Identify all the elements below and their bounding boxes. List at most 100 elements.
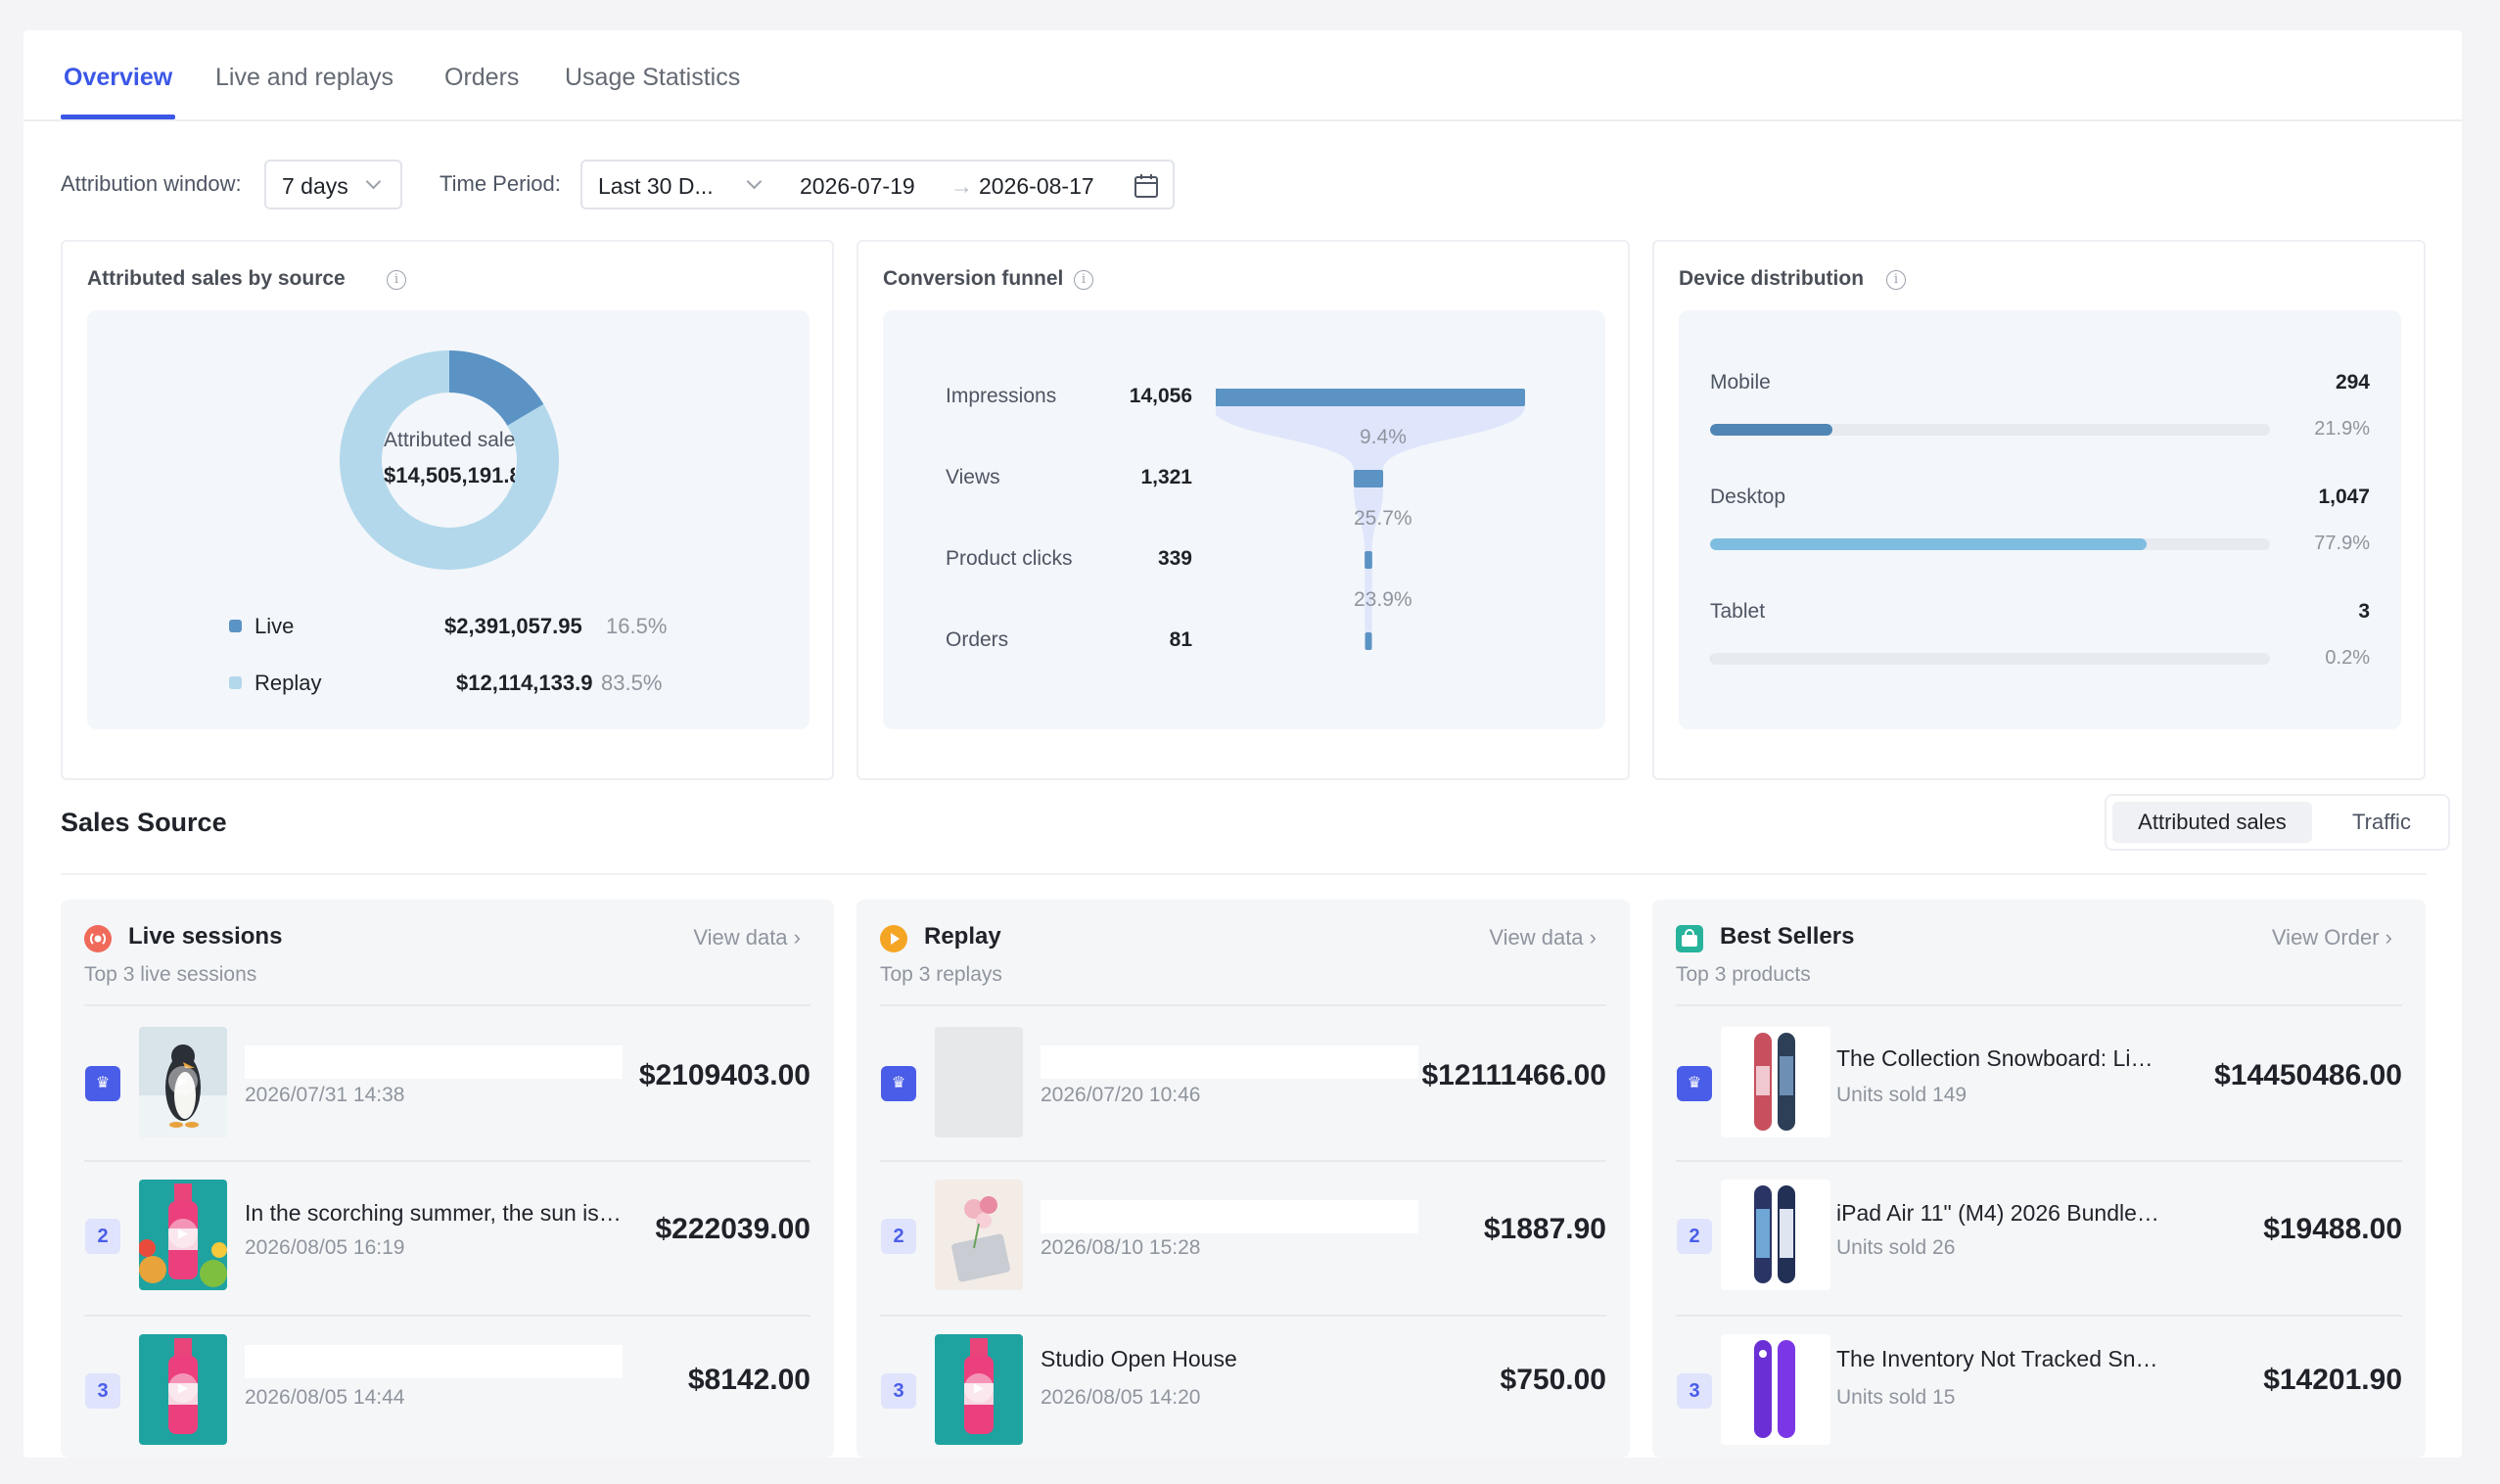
best-sellers-subtitle: Top 3 products bbox=[1676, 963, 1811, 986]
session-title: In the scorching summer, the sun is blaz… bbox=[245, 1200, 626, 1226]
list-item[interactable]: ♛ 2026/07/20 10:46 $12111466.00 bbox=[856, 1005, 1630, 1160]
units-sold: Units sold 26 bbox=[1836, 1236, 1956, 1259]
info-icon[interactable]: i bbox=[387, 270, 406, 290]
funnel-rate: 9.4% bbox=[1360, 426, 1407, 448]
funnel-bar-product-clicks bbox=[1365, 551, 1372, 569]
list-item[interactable]: 2 2026/08/10 15:28 $1887.90 bbox=[856, 1160, 1630, 1315]
list-item[interactable]: 2 iPad Air 11" (M4) 2026 Bundle Special … bbox=[1652, 1160, 2426, 1315]
donut-slice-replay[interactable] bbox=[340, 350, 559, 570]
replay-amount: $12111466.00 bbox=[1421, 1059, 1606, 1091]
divider bbox=[880, 1004, 1606, 1006]
funnel-graphic bbox=[1216, 389, 1525, 650]
view-order-link[interactable]: View Order › bbox=[2272, 925, 2392, 951]
list-item[interactable]: ♛ The Collection Snowboard: Liquid Units… bbox=[1652, 1005, 2426, 1160]
play-icon: ▶ bbox=[168, 1219, 198, 1248]
section-divider bbox=[61, 873, 2427, 875]
funnel-connector bbox=[1353, 487, 1384, 551]
live-sessions-card: Live sessions View data › Top 3 live ses… bbox=[61, 900, 834, 1458]
rank-badge: 3 bbox=[85, 1373, 120, 1409]
session-date: 2026/08/05 14:44 bbox=[245, 1386, 405, 1409]
funnel-connector bbox=[1216, 406, 1525, 470]
time-period-picker[interactable]: Last 30 D... 2026-07-19 → 2026-08-17 bbox=[580, 160, 1175, 209]
calendar-icon[interactable] bbox=[1133, 172, 1160, 200]
legend-value: $2,391,057.95 bbox=[444, 614, 582, 638]
active-tab-indicator bbox=[61, 115, 175, 119]
replay-date: 2026/08/05 14:20 bbox=[1041, 1386, 1201, 1409]
funnel-step-label: Orders bbox=[946, 628, 1009, 651]
link-label: View data bbox=[693, 925, 788, 950]
attributed-sales-card: Attributed sales by source i Attributed … bbox=[61, 240, 834, 780]
start-date[interactable]: 2026-07-19 bbox=[800, 173, 915, 199]
list-item[interactable]: 3 ▶ Studio Open House 2026/08/05 14:20 $… bbox=[856, 1315, 1630, 1458]
attribution-window-value: 7 days bbox=[282, 173, 348, 199]
session-thumbnail: ▶ bbox=[139, 1180, 227, 1290]
legend-value: $12,114,133.9 bbox=[456, 671, 593, 695]
tab-orders[interactable]: Orders bbox=[444, 64, 520, 91]
sales-source-title: Sales Source bbox=[61, 808, 227, 837]
funnel-rate: 25.7% bbox=[1354, 507, 1412, 530]
device-distribution-panel: Mobile 294 21.9% Desktop 1,047 77.9% Tab… bbox=[1679, 310, 2401, 729]
device-bar-track bbox=[1710, 653, 2270, 665]
rank-badge: 3 bbox=[1677, 1373, 1712, 1409]
legend-swatch bbox=[229, 620, 242, 632]
device-value: 3 bbox=[2358, 600, 2370, 623]
tab-live-and-replays[interactable]: Live and replays bbox=[215, 64, 394, 91]
donut-center-value: $14,505,191.85 bbox=[384, 463, 515, 487]
crown-icon: ♛ bbox=[85, 1066, 120, 1101]
live-broadcast-icon bbox=[84, 925, 112, 952]
device-bar-fill bbox=[1710, 538, 2147, 550]
divider bbox=[880, 1315, 1606, 1317]
toggle-attributed-sales[interactable]: Attributed sales bbox=[2112, 802, 2312, 843]
funnel-step-value: 1,321 bbox=[1140, 466, 1192, 488]
units-sold: Units sold 15 bbox=[1836, 1386, 1956, 1409]
divider bbox=[84, 1004, 810, 1006]
conversion-funnel-title: Conversion funnel bbox=[883, 267, 1064, 290]
play-icon: ▶ bbox=[964, 1373, 994, 1403]
session-thumbnail: ▶ bbox=[139, 1027, 227, 1137]
toggle-traffic[interactable]: Traffic bbox=[2352, 810, 2411, 834]
product-amount: $14201.90 bbox=[2263, 1364, 2402, 1396]
time-period-label: Time Period: bbox=[440, 171, 561, 196]
session-title-redacted bbox=[245, 1045, 623, 1079]
chevron-down-icon bbox=[365, 173, 382, 190]
funnel-step-label: Product clicks bbox=[946, 547, 1073, 570]
chevron-right-icon: › bbox=[793, 925, 801, 950]
funnel-bar-views bbox=[1353, 470, 1384, 487]
attributed-sales-donut bbox=[340, 350, 559, 570]
replay-subtitle: Top 3 replays bbox=[880, 963, 1002, 986]
product-amount: $19488.00 bbox=[2263, 1213, 2402, 1245]
device-bar-track bbox=[1710, 538, 2270, 550]
end-date[interactable]: 2026-08-17 bbox=[979, 173, 1094, 199]
tab-overview[interactable]: Overview bbox=[64, 64, 173, 91]
device-value: 1,047 bbox=[2318, 486, 2370, 508]
view-data-link[interactable]: View data › bbox=[693, 925, 801, 951]
product-thumbnail bbox=[1721, 1334, 1830, 1445]
info-icon[interactable]: i bbox=[1886, 270, 1906, 290]
device-label: Tablet bbox=[1710, 600, 1766, 623]
list-item[interactable]: 2 ▶ In the scorching summer, the sun is … bbox=[61, 1160, 834, 1315]
date-range-arrow: → bbox=[950, 173, 973, 199]
attribution-window-select[interactable]: 7 days bbox=[264, 160, 402, 209]
donut-center-label: Attributed sales bbox=[384, 429, 515, 451]
donut-slice-live[interactable] bbox=[449, 350, 544, 426]
list-item[interactable]: 3 ▶ 2026/08/05 14:44 $8142.00 bbox=[61, 1315, 834, 1458]
info-icon[interactable]: i bbox=[1074, 270, 1093, 290]
conversion-funnel-card: Conversion funnel i Impressions 14,056 V… bbox=[856, 240, 1630, 780]
view-data-link[interactable]: View data › bbox=[1489, 925, 1597, 951]
replay-thumbnail: ▶ bbox=[935, 1334, 1023, 1445]
live-sessions-title: Live sessions bbox=[128, 923, 283, 950]
list-item[interactable]: ♛ ▶ 2026/07/31 14:38 $2109403.00 bbox=[61, 1005, 834, 1160]
tab-usage-statistics[interactable]: Usage Statistics bbox=[565, 64, 741, 91]
device-bar-fill bbox=[1710, 653, 1712, 665]
replay-amount: $750.00 bbox=[1500, 1364, 1606, 1396]
time-period-preset[interactable]: Last 30 D... bbox=[598, 173, 714, 199]
legend-name: Replay bbox=[255, 671, 322, 695]
product-thumbnail bbox=[1721, 1027, 1830, 1137]
device-percent: 0.2% bbox=[2325, 647, 2370, 669]
sales-source-toggle: Attributed sales Traffic bbox=[2105, 794, 2450, 851]
funnel-bar-orders bbox=[1365, 632, 1372, 650]
list-item[interactable]: 3 The Inventory Not Tracked Snowboard Un… bbox=[1652, 1315, 2426, 1458]
funnel-step-value: 339 bbox=[1157, 547, 1192, 570]
session-amount: $222039.00 bbox=[655, 1213, 811, 1245]
product-amount: $14450486.00 bbox=[2214, 1059, 2402, 1091]
